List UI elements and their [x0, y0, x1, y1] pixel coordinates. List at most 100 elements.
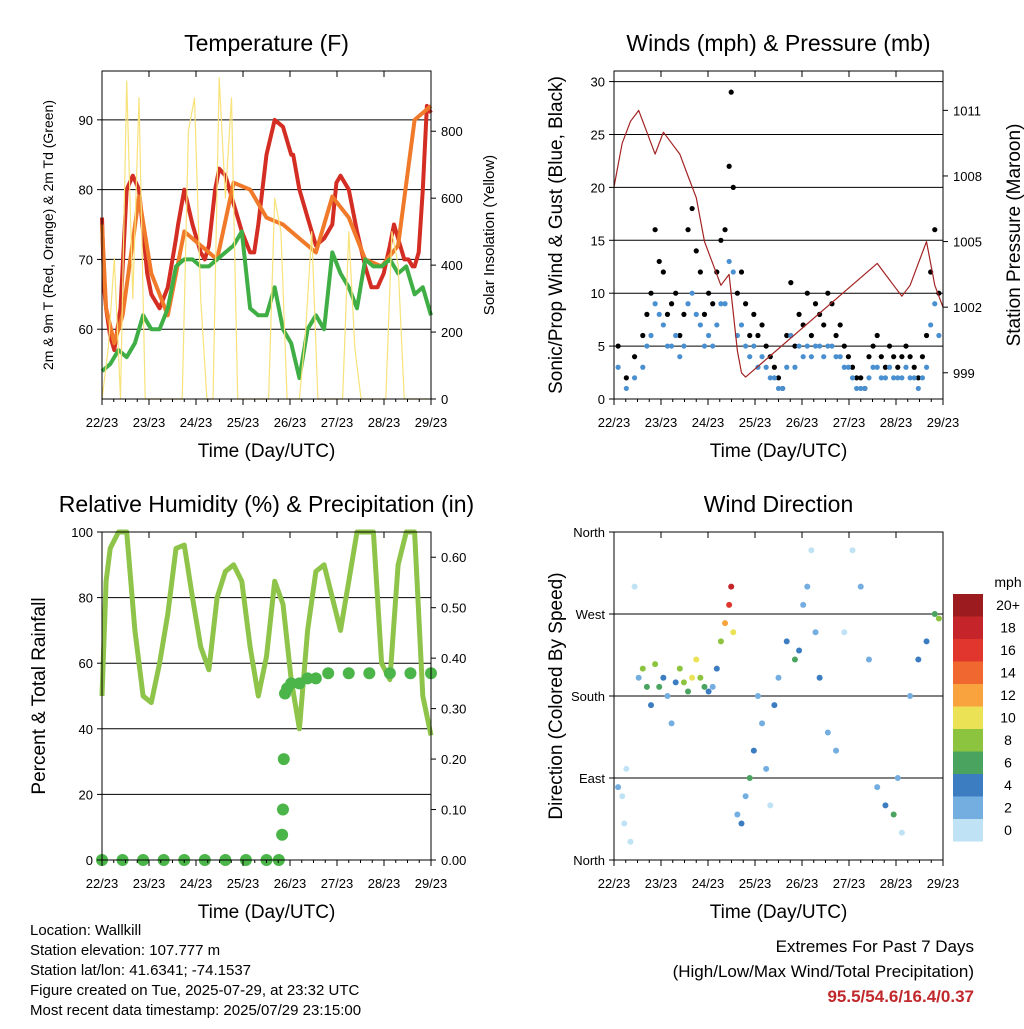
- data-point: [841, 364, 847, 370]
- temperature-chart: 22/23 23/23 24/23 25/23 26/23 27/23 28/23 29/23…: [40, 30, 498, 462]
- data-point: [788, 280, 794, 286]
- y-axis-label: Percent & Total Rainfall: [29, 597, 50, 794]
- data-point: [677, 354, 683, 360]
- colorbar-swatch: [953, 639, 983, 662]
- direction-point: [808, 547, 815, 554]
- y-right-tick-label: 0.50: [441, 601, 466, 616]
- data-point: [919, 375, 926, 381]
- data-point: [907, 375, 913, 381]
- colorbar-label: 16: [1000, 642, 1016, 658]
- colorbar-swatch: [953, 684, 983, 707]
- data-point: [718, 301, 724, 307]
- x-tick-label: 25/23: [227, 876, 260, 891]
- extremes-values: 95.5/54.6/16.4/0.37: [827, 987, 974, 1006]
- data-point: [804, 343, 810, 349]
- colorbar-swatch: [953, 729, 983, 752]
- x-tick-label: 22/23: [598, 415, 631, 430]
- data-point: [738, 322, 745, 328]
- y-tick-label: 25: [591, 127, 605, 142]
- colorbar-swatch: [953, 661, 983, 684]
- series-line: [613, 109, 944, 378]
- data-point: [689, 290, 695, 296]
- y-tick-label: 20: [591, 180, 605, 195]
- data-point: [784, 364, 790, 370]
- data-point: [903, 364, 909, 370]
- y-right-tick-label: 600: [441, 191, 463, 206]
- direction-point: [775, 674, 782, 681]
- data-point: [285, 677, 298, 690]
- colorbar-title: mph: [994, 574, 1021, 590]
- data-point: [759, 354, 765, 360]
- chart-title: Winds (mph) & Pressure (mb): [626, 30, 930, 56]
- direction-point: [771, 702, 778, 709]
- direction-point: [849, 547, 856, 554]
- info-created: Figure created on Tue, 2025-07-29, at 23…: [30, 982, 360, 999]
- data-point: [784, 332, 790, 339]
- data-point: [792, 343, 798, 349]
- info-recent: Most recent data timestamp: 2025/07/29 2…: [30, 1002, 362, 1019]
- direction-point: [750, 747, 757, 754]
- data-point: [899, 375, 905, 381]
- colorbar-swatch: [953, 774, 983, 797]
- data-point: [817, 343, 823, 349]
- x-tick-label: 27/23: [321, 876, 354, 891]
- x-tick-label: 23/23: [645, 415, 678, 430]
- data-point: [743, 301, 749, 307]
- y-right-tick-label: 0.20: [441, 752, 466, 767]
- data-point: [685, 301, 691, 307]
- x-tick-label: 28/23: [880, 415, 913, 430]
- data-point: [858, 375, 864, 381]
- x-tick-label: 22/23: [86, 415, 119, 430]
- data-point: [878, 354, 884, 360]
- x-tick-label: 23/23: [645, 876, 678, 891]
- colorbar-label: 12: [1000, 687, 1016, 703]
- y-right-tick-label: 0.30: [441, 702, 466, 717]
- y-tick-label: 15: [591, 233, 605, 248]
- direction-point: [791, 656, 798, 663]
- data-point: [845, 354, 852, 360]
- direction-point: [816, 674, 823, 681]
- y-right-tick-label: 1008: [953, 169, 982, 184]
- y-right-tick-label: 1002: [953, 300, 982, 315]
- data-point: [648, 290, 654, 296]
- x-tick-label: 22/23: [598, 876, 631, 891]
- data-point: [808, 332, 815, 339]
- data-point: [923, 364, 930, 370]
- x-tick-label: 25/23: [227, 415, 260, 430]
- direction-point: [865, 656, 872, 663]
- data-point: [845, 364, 852, 370]
- data-point: [640, 364, 646, 370]
- direction-point: [894, 775, 901, 781]
- direction-point: [648, 702, 655, 709]
- direction-point: [738, 820, 745, 827]
- data-point: [710, 301, 716, 307]
- data-point: [837, 322, 843, 328]
- direction-point: [923, 638, 930, 645]
- direction-point: [623, 765, 630, 772]
- y-tick-label: East: [579, 771, 605, 786]
- x-tick-label: 26/23: [786, 415, 819, 430]
- x-tick-label: 24/23: [692, 876, 725, 891]
- data-point: [903, 343, 909, 349]
- direction-point: [627, 838, 634, 845]
- data-point: [685, 227, 691, 233]
- data-point: [631, 375, 638, 381]
- data-point: [660, 322, 666, 328]
- direction-point: [759, 720, 766, 727]
- data-point: [821, 322, 827, 328]
- data-point: [928, 322, 934, 328]
- direction-point: [754, 693, 761, 699]
- data-point: [858, 385, 864, 392]
- direction-point: [631, 583, 638, 590]
- colorbar-label: 4: [1004, 777, 1012, 793]
- direction-point: [796, 647, 803, 654]
- colorbar-label: 8: [1004, 732, 1012, 748]
- direction-point: [833, 747, 840, 754]
- data-point: [689, 205, 695, 212]
- data-point: [681, 311, 687, 317]
- data-point: [730, 184, 736, 190]
- chart-title: Relative Humidity (%) & Precipitation (i…: [59, 491, 474, 517]
- data-point: [763, 364, 769, 370]
- data-point: [870, 364, 876, 370]
- data-point: [404, 667, 417, 680]
